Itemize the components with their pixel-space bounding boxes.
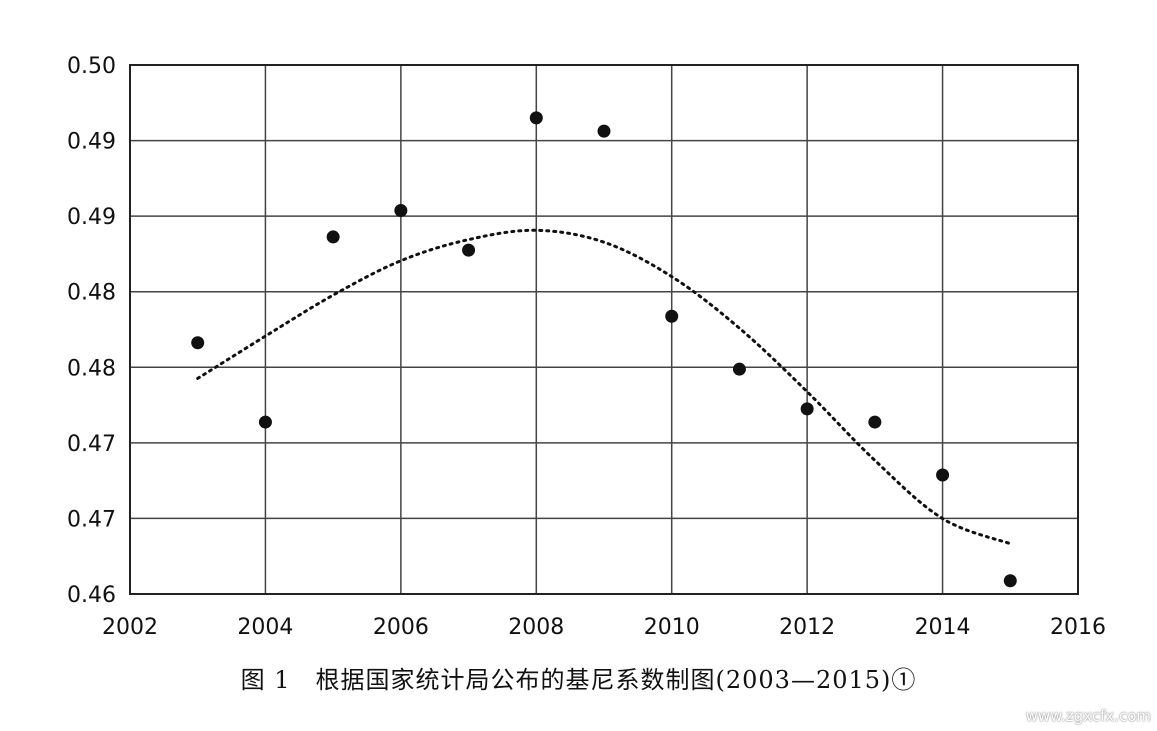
data-point — [394, 203, 408, 217]
data-point — [1003, 574, 1017, 588]
y-axis: 0.46 0.47 0.47 0.48 0.48 0.49 0.49 0.50 — [67, 54, 116, 608]
y-tick-label: 0.48 — [67, 281, 116, 306]
data-point — [936, 468, 950, 482]
x-tick-label: 2016 — [1050, 615, 1106, 640]
x-tick-label: 2014 — [915, 615, 971, 640]
y-tick-label: 0.50 — [67, 54, 116, 79]
grid — [130, 65, 1078, 594]
data-point — [258, 415, 272, 429]
data-point — [868, 415, 882, 429]
x-tick-label: 2008 — [508, 615, 564, 640]
x-tick-label: 2004 — [237, 615, 293, 640]
y-tick-label: 0.46 — [67, 583, 116, 608]
watermark: www.zgxcfx.com — [1025, 707, 1151, 725]
data-point — [732, 362, 746, 376]
trendline — [196, 228, 1012, 546]
data-point — [597, 124, 611, 138]
x-tick-label: 2012 — [779, 615, 835, 640]
data-point — [800, 402, 814, 416]
x-tick-label: 2006 — [373, 615, 429, 640]
y-tick-label: 0.48 — [67, 356, 116, 381]
y-tick-label: 0.47 — [67, 432, 116, 457]
data-points — [191, 111, 1017, 588]
y-tick-label: 0.49 — [67, 130, 116, 155]
y-tick-label: 0.49 — [67, 205, 116, 230]
data-point — [326, 230, 340, 244]
figure-caption: 图 1 根据国家统计局公布的基尼系数制图(2003—2015)① — [240, 666, 917, 694]
data-point — [462, 243, 476, 257]
plot-frame — [129, 64, 1079, 595]
data-point — [529, 111, 543, 125]
y-tick-label: 0.47 — [67, 507, 116, 532]
chart: 0.460.470.470.480.480.490.490.50 2002 200… — [67, 54, 1106, 640]
data-point — [665, 309, 679, 323]
x-axis: 2002 2004 2006 2008 2010 2012 2014 2016 — [102, 615, 1106, 640]
data-point — [191, 336, 205, 350]
x-tick-label: 2002 — [102, 615, 158, 640]
x-tick-label: 2010 — [644, 615, 700, 640]
